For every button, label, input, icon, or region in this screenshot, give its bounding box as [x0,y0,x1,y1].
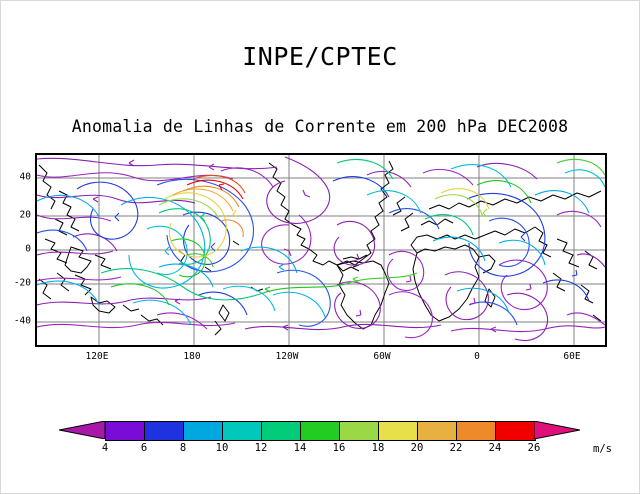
colorbar-segments [105,421,536,441]
colorbar-tick-label: 16 [332,442,346,454]
colorbar-tick-label: 18 [371,442,385,454]
x-tick-label: 0 [474,351,480,362]
y-tick-label: 0 [25,243,31,255]
colorbar-tick-label: 14 [293,442,307,454]
colorbar-segment [457,422,496,440]
colorbar-tick-label: 6 [140,442,148,454]
colorbar-segment [301,422,340,440]
page-title: INPE/CPTEC [242,42,398,71]
colorbar-tick-label: 10 [215,442,229,454]
colorbar-below-min-arrow [59,421,105,439]
colorbar-above-max-arrow [534,421,580,439]
colorbar-unit-label: m/s [593,443,612,455]
colorbar-tick-label: 26 [527,442,541,454]
colorbar-tick-label: 22 [449,442,463,454]
colorbar-segment [145,422,184,440]
colorbar-segment [106,422,145,440]
x-tick-label: 60W [373,351,391,362]
streamlines-green [100,158,605,306]
map-panel [35,153,607,347]
colorbar-segment [418,422,457,440]
colorbar: 4 6 8 10 12 14 16 18 20 22 24 26 m/s [1,413,640,459]
streamlines-low-speed [37,156,605,341]
colorbar-tick-label: 12 [254,442,268,454]
y-tick-label: 40 [19,171,31,183]
x-tick-label: 60E [563,351,581,362]
map-gridlines [37,155,605,345]
colorbar-segment [223,422,262,440]
x-tick-label: 120E [85,351,109,362]
streamline-map [37,155,605,345]
y-tick-label: 20 [19,209,31,221]
y-tick-label: -40 [13,315,31,327]
streamlines-warm [158,174,490,258]
x-tick-label: 120W [275,351,299,362]
colorbar-tick-label: 24 [488,442,502,454]
y-tick-label: -20 [13,277,31,289]
chart-subtitle: Anomalia de Linhas de Corrente em 200 hP… [71,117,569,136]
colorbar-segment [379,422,418,440]
colorbar-tick-label: 4 [101,442,109,454]
colorbar-segment [340,422,379,440]
map-frame [35,153,607,347]
colorbar-segment [262,422,301,440]
colorbar-tick-label: 20 [410,442,424,454]
x-tick-label: 180 [183,351,201,362]
colorbar-tick-label: 8 [179,442,187,454]
colorbar-segment [184,422,223,440]
colorbar-segment [496,422,535,440]
streamline-arrowheads [92,159,578,333]
